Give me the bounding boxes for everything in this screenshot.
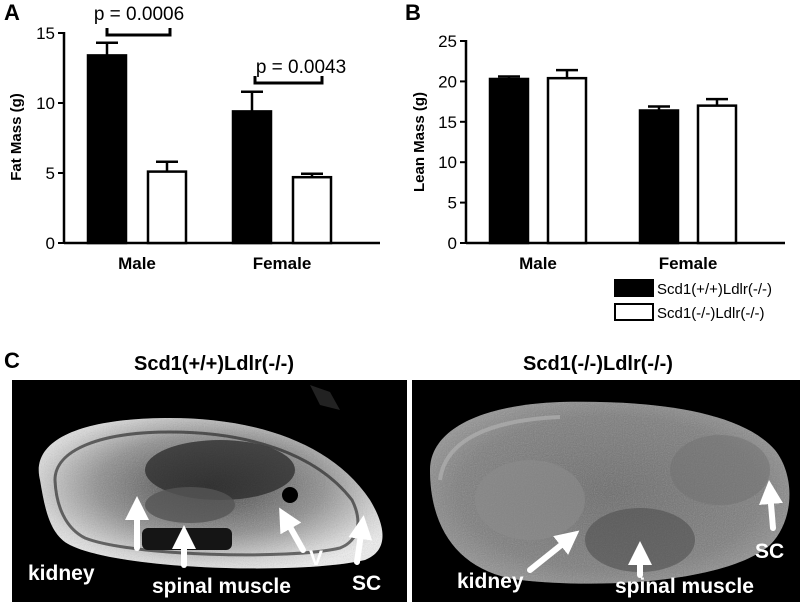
panel-c-mri-images: C Scd1(+/+)Ldlr(-/-) Scd1(-/-)Ldlr(-/-) <box>4 348 800 602</box>
arrow-v-left <box>279 507 306 553</box>
bar <box>488 77 530 245</box>
mri-title-wildtype: Scd1(+/+)Ldlr(-/-) <box>134 353 294 375</box>
p-value-bracket-male <box>105 28 172 37</box>
arrow-sc-left <box>348 515 373 565</box>
panel-a-fat-mass-chart: A Fat Mass (g) 0 5 10 15 Male Female p = 0.0… <box>4 0 380 273</box>
arrow-sc-right <box>759 480 783 531</box>
y-tick-label: 25 <box>438 32 457 51</box>
panel-b-letter: B <box>405 0 421 25</box>
panel-a-x-categories: Male Female <box>118 254 311 273</box>
mri-labels: kidney spinal muscle V SC kidney spinal … <box>28 540 784 598</box>
panel-b-lean-mass-chart: B Lean Mass (g) 0 5 10 15 20 25 Male Female Sc… <box>405 0 785 322</box>
x-category-label: Female <box>659 254 718 273</box>
mri-label-sc-knockout: SC <box>755 540 784 563</box>
legend-swatch-wildtype <box>614 279 654 297</box>
panel-a-significance: p = 0.0006 p = 0.0043 <box>94 4 346 85</box>
y-tick-label: 0 <box>46 234 55 253</box>
y-tick-label: 5 <box>46 164 55 183</box>
mri-label-spinal-wildtype: spinal muscle <box>152 575 291 598</box>
bar <box>146 170 188 245</box>
mri-label-kidney-wildtype: kidney <box>28 562 95 585</box>
legend-label-knockout: Scd1(-/-)Ldlr(-/-) <box>657 305 765 322</box>
y-tick-label: 5 <box>448 194 457 213</box>
mri-title-knockout: Scd1(-/-)Ldlr(-/-) <box>523 353 673 375</box>
bar <box>291 175 333 245</box>
p-value-female: p = 0.0043 <box>256 57 346 78</box>
bar <box>696 104 738 245</box>
mri-image-knockout <box>412 380 800 602</box>
y-tick-label: 15 <box>36 24 55 43</box>
x-category-label: Male <box>118 254 156 273</box>
x-category-label: Female <box>253 254 312 273</box>
mri-label-kidney-knockout: kidney <box>457 570 524 593</box>
mri-arrows <box>125 480 783 578</box>
mri-label-sc-wildtype: SC <box>352 572 381 595</box>
panel-c-letter: C <box>4 348 20 373</box>
p-value-male: p = 0.0006 <box>94 4 184 25</box>
bar <box>86 54 128 245</box>
mri-label-spinal-knockout: spinal muscle <box>615 575 754 598</box>
bar <box>546 76 588 245</box>
panel-a-bars <box>86 41 333 245</box>
legend-swatch-knockout <box>614 303 654 321</box>
legend-label-wildtype: Scd1(+/+)Ldlr(-/-) <box>657 281 772 298</box>
y-tick-label: 0 <box>448 234 457 253</box>
y-tick-label: 10 <box>438 153 457 172</box>
panel-b-y-axis-label: Lean Mass (g) <box>411 92 428 192</box>
panel-b-x-categories: Male Female <box>519 254 717 273</box>
panel-b-legend: Scd1(+/+)Ldlr(-/-) Scd1(-/-)Ldlr(-/-) <box>614 279 772 322</box>
mri-label-v-wildtype: V <box>309 547 323 570</box>
panel-a-letter: A <box>4 0 20 25</box>
y-tick-label: 15 <box>438 113 457 132</box>
y-tick-label: 10 <box>36 94 55 113</box>
panel-b-bars <box>488 68 738 245</box>
arrow-kidney-right <box>527 530 580 573</box>
panel-a-y-axis-label: Fat Mass (g) <box>8 93 25 181</box>
p-value-bracket-female <box>253 76 324 85</box>
y-tick-label: 20 <box>438 72 457 91</box>
bar <box>231 110 273 245</box>
bar <box>638 109 680 245</box>
x-category-label: Male <box>519 254 557 273</box>
